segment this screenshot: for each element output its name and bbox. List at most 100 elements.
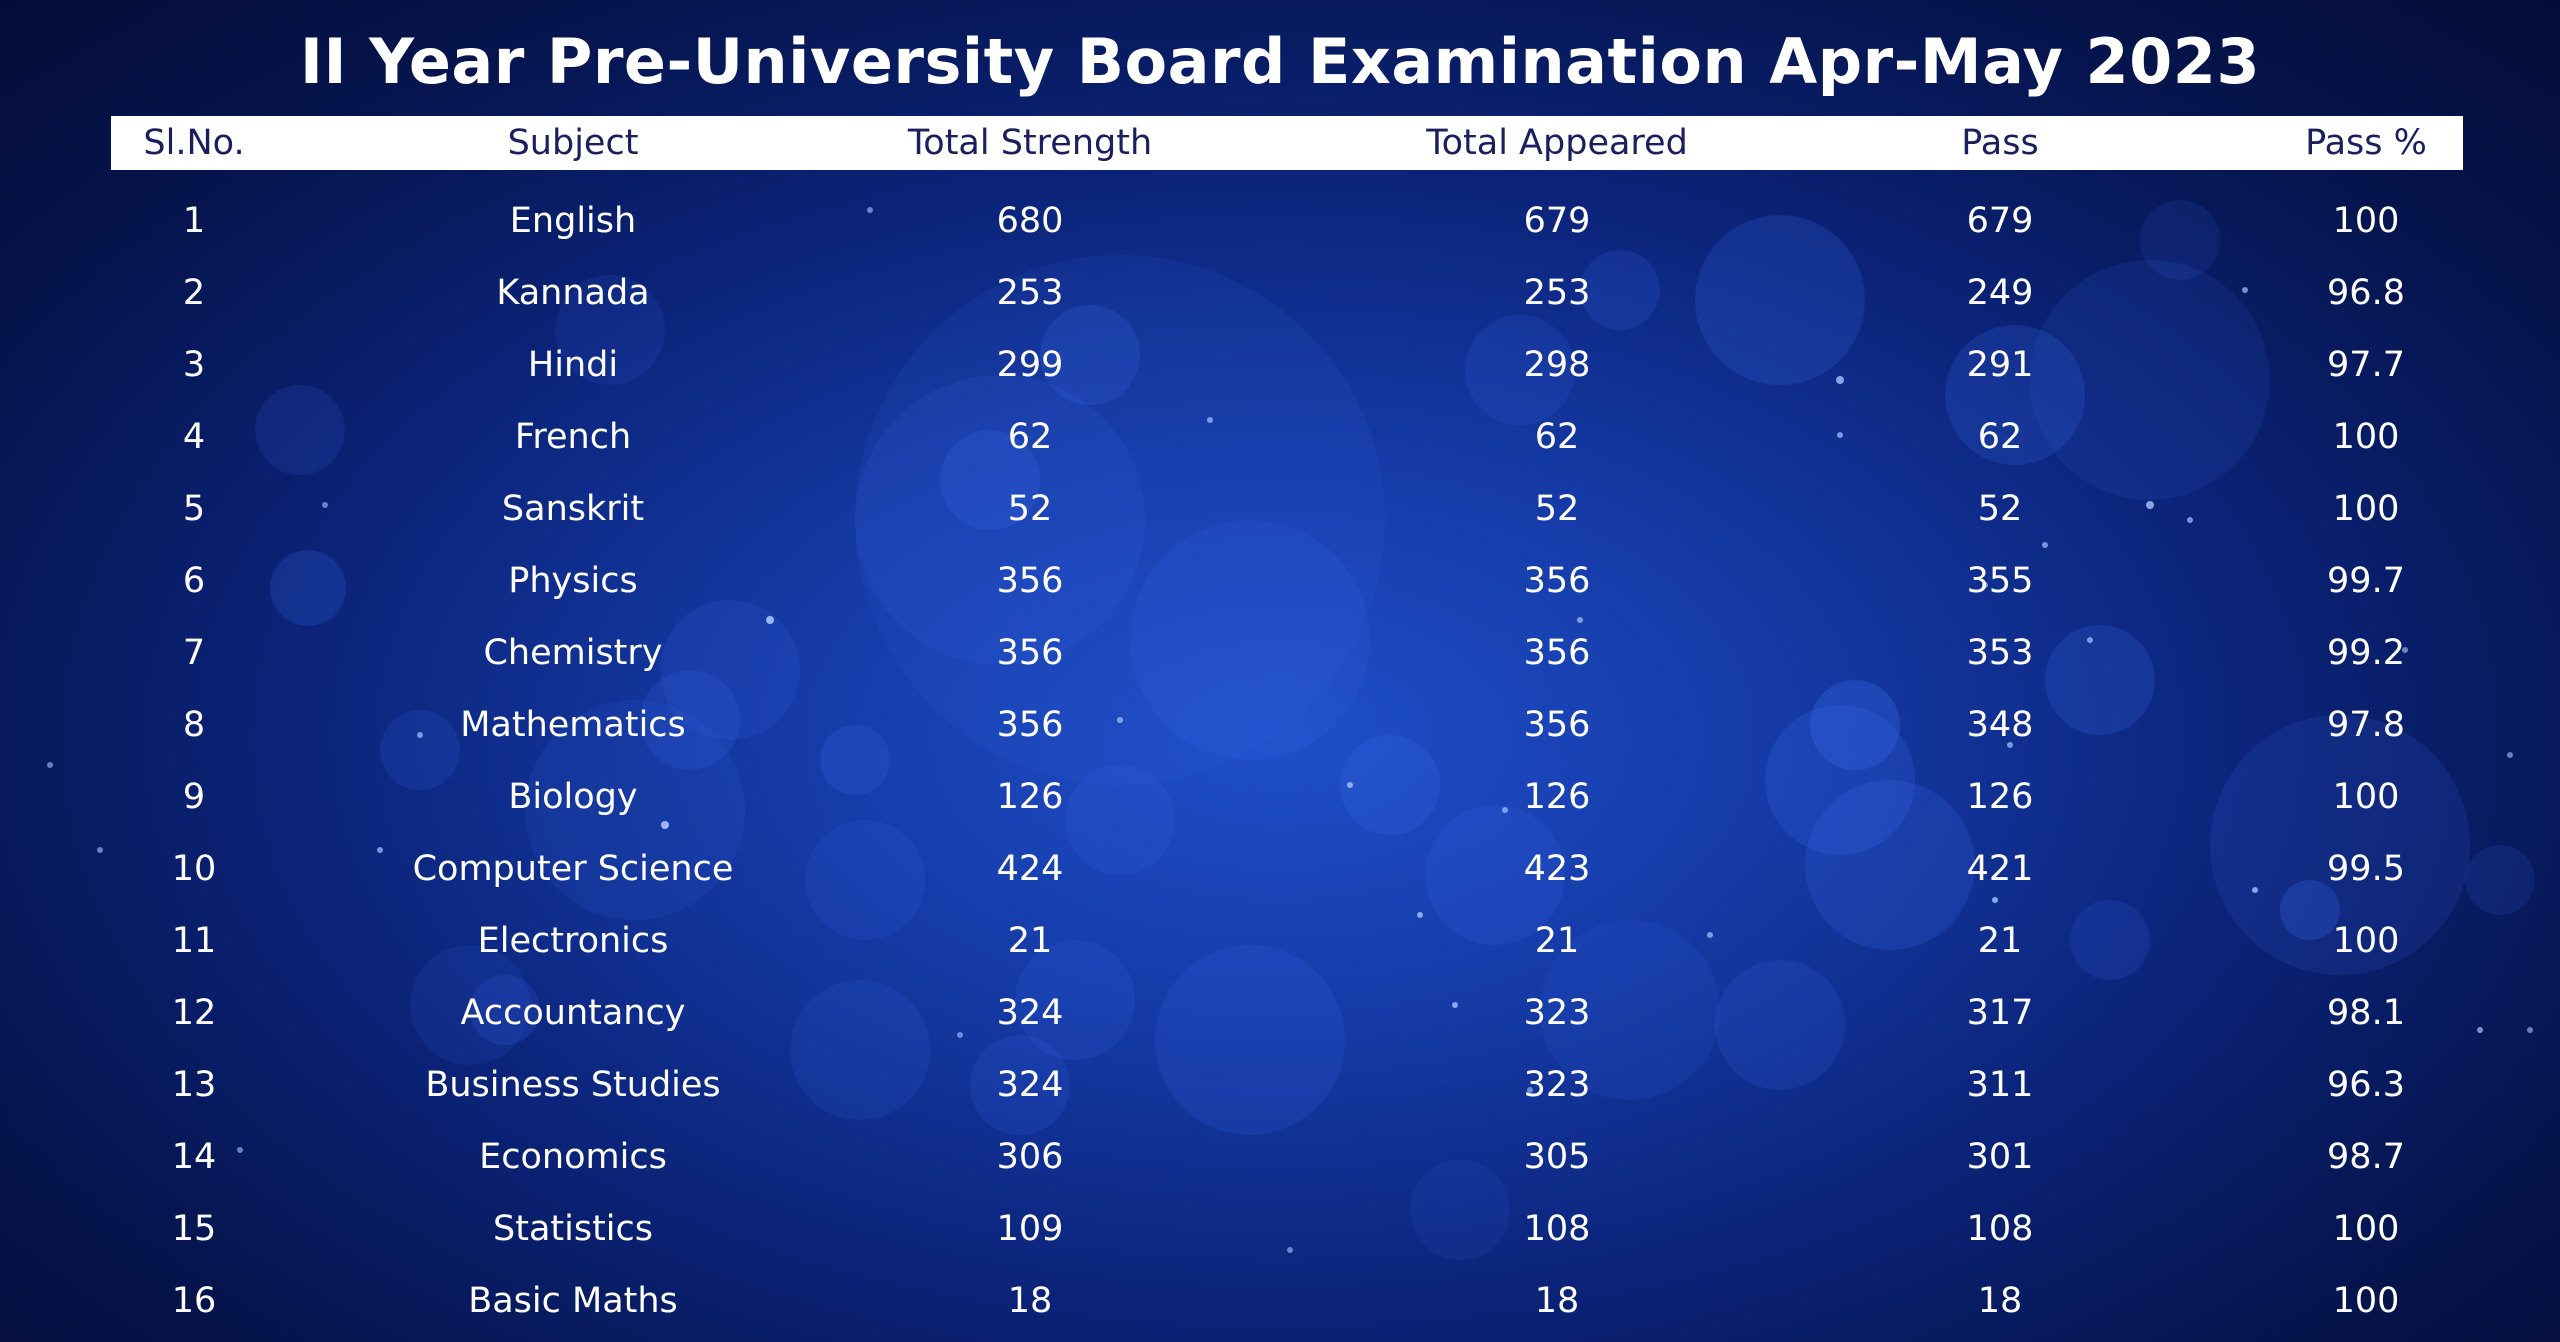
cell-total-strength: 126 xyxy=(996,777,1064,817)
cell-subject: Sanskrit xyxy=(501,489,645,529)
cell-sl-no: 2 xyxy=(182,273,206,313)
cell-subject: Mathematics xyxy=(460,705,686,745)
cell-total-appeared: 126 xyxy=(1523,777,1591,817)
cell-sl-no: 5 xyxy=(182,489,206,529)
cell-subject: Hindi xyxy=(527,345,619,385)
cell-pass-percent: 98.1 xyxy=(2327,993,2405,1033)
cell-pass-percent: 99.7 xyxy=(2327,561,2405,601)
cell-sl-no: 3 xyxy=(182,345,206,385)
cell-subject: Economics xyxy=(479,1137,667,1177)
cell-subject: Biology xyxy=(508,777,638,817)
table-row: 15 Statistics 109 108 108 100 xyxy=(0,1193,2560,1265)
cell-subject: Computer Science xyxy=(412,849,734,889)
table-row: 11 Electronics 21 21 21 100 xyxy=(0,905,2560,977)
cell-subject: Electronics xyxy=(477,921,669,961)
cell-pass: 62 xyxy=(1977,417,2023,457)
cell-sl-no: 12 xyxy=(171,993,217,1033)
cell-pass: 249 xyxy=(1966,273,2034,313)
cell-pass: 21 xyxy=(1977,921,2023,961)
cell-total-appeared: 679 xyxy=(1523,201,1591,241)
cell-subject: Business Studies xyxy=(425,1065,721,1105)
cell-pass: 679 xyxy=(1966,201,2034,241)
cell-total-strength: 21 xyxy=(1007,921,1053,961)
cell-subject: English xyxy=(509,201,637,241)
cell-total-strength: 324 xyxy=(996,993,1064,1033)
cell-pass: 348 xyxy=(1966,705,2034,745)
cell-pass: 353 xyxy=(1966,633,2034,673)
table-row: 9 Biology 126 126 126 100 xyxy=(0,761,2560,833)
table-row: 2 Kannada 253 253 249 96.8 xyxy=(0,257,2560,329)
page-title: II Year Pre-University Board Examination… xyxy=(299,25,2261,98)
cell-sl-no: 4 xyxy=(182,417,206,457)
header-sl-no: Sl.No. xyxy=(143,123,245,163)
table-row: 3 Hindi 299 298 291 97.7 xyxy=(0,329,2560,401)
table-row: 4 French 62 62 62 100 xyxy=(0,401,2560,473)
cell-sl-no: 13 xyxy=(171,1065,217,1105)
cell-pass: 18 xyxy=(1977,1281,2023,1321)
cell-pass: 301 xyxy=(1966,1137,2034,1177)
cell-pass-percent: 100 xyxy=(2332,921,2400,961)
cell-pass-percent: 96.3 xyxy=(2327,1065,2405,1105)
cell-subject: Statistics xyxy=(493,1209,653,1249)
cell-pass-percent: 97.7 xyxy=(2327,345,2405,385)
header-pass: Pass xyxy=(1961,123,2039,163)
cell-total-appeared: 356 xyxy=(1523,705,1591,745)
table-row: 13 Business Studies 324 323 311 96.3 xyxy=(0,1049,2560,1121)
cell-total-strength: 253 xyxy=(996,273,1064,313)
cell-subject: Accountancy xyxy=(460,993,686,1033)
cell-pass: 421 xyxy=(1966,849,2034,889)
cell-total-strength: 306 xyxy=(996,1137,1064,1177)
cell-subject: Chemistry xyxy=(483,633,663,673)
cell-total-appeared: 18 xyxy=(1534,1281,1580,1321)
cell-total-strength: 18 xyxy=(1007,1281,1053,1321)
cell-total-appeared: 298 xyxy=(1523,345,1591,385)
cell-sl-no: 8 xyxy=(182,705,206,745)
cell-pass-percent: 99.5 xyxy=(2327,849,2405,889)
table-row: 14 Economics 306 305 301 98.7 xyxy=(0,1121,2560,1193)
cell-total-appeared: 323 xyxy=(1523,993,1591,1033)
cell-total-strength: 52 xyxy=(1007,489,1053,529)
cell-subject: French xyxy=(514,417,632,457)
cell-pass: 291 xyxy=(1966,345,2034,385)
cell-total-appeared: 108 xyxy=(1523,1209,1591,1249)
cell-total-strength: 62 xyxy=(1007,417,1053,457)
table-row: 10 Computer Science 424 423 421 99.5 xyxy=(0,833,2560,905)
cell-subject: Kannada xyxy=(496,273,650,313)
cell-total-appeared: 62 xyxy=(1534,417,1580,457)
cell-sl-no: 15 xyxy=(171,1209,217,1249)
cell-pass-percent: 98.7 xyxy=(2327,1137,2405,1177)
cell-pass: 311 xyxy=(1966,1065,2034,1105)
cell-total-strength: 109 xyxy=(996,1209,1064,1249)
cell-total-appeared: 305 xyxy=(1523,1137,1591,1177)
header-subject: Subject xyxy=(507,123,639,163)
cell-pass: 126 xyxy=(1966,777,2034,817)
cell-sl-no: 6 xyxy=(182,561,206,601)
table-row: 6 Physics 356 356 355 99.7 xyxy=(0,545,2560,617)
cell-pass-percent: 100 xyxy=(2332,201,2400,241)
table-row: 1 English 680 679 679 100 xyxy=(0,185,2560,257)
cell-sl-no: 7 xyxy=(182,633,206,673)
cell-total-appeared: 52 xyxy=(1534,489,1580,529)
table-row: 5 Sanskrit 52 52 52 100 xyxy=(0,473,2560,545)
cell-pass: 52 xyxy=(1977,489,2023,529)
cell-total-strength: 356 xyxy=(996,633,1064,673)
cell-total-appeared: 356 xyxy=(1523,633,1591,673)
table-row: 7 Chemistry 356 356 353 99.2 xyxy=(0,617,2560,689)
cell-subject: Basic Maths xyxy=(468,1281,678,1321)
cell-total-appeared: 21 xyxy=(1534,921,1580,961)
cell-total-strength: 680 xyxy=(996,201,1064,241)
cell-total-strength: 299 xyxy=(996,345,1064,385)
table-row: 16 Basic Maths 18 18 18 100 xyxy=(0,1265,2560,1337)
cell-total-strength: 424 xyxy=(996,849,1064,889)
cell-pass: 108 xyxy=(1966,1209,2034,1249)
cell-sl-no: 1 xyxy=(182,201,206,241)
table-header: Sl.No. Subject Total Strength Total Appe… xyxy=(111,116,2463,170)
cell-total-appeared: 356 xyxy=(1523,561,1591,601)
cell-pass-percent: 97.8 xyxy=(2327,705,2405,745)
cell-sl-no: 9 xyxy=(182,777,206,817)
cell-sl-no: 14 xyxy=(171,1137,217,1177)
cell-subject: Physics xyxy=(508,561,638,601)
cell-total-appeared: 323 xyxy=(1523,1065,1591,1105)
header-total-strength: Total Strength xyxy=(907,123,1153,163)
cell-sl-no: 11 xyxy=(171,921,217,961)
